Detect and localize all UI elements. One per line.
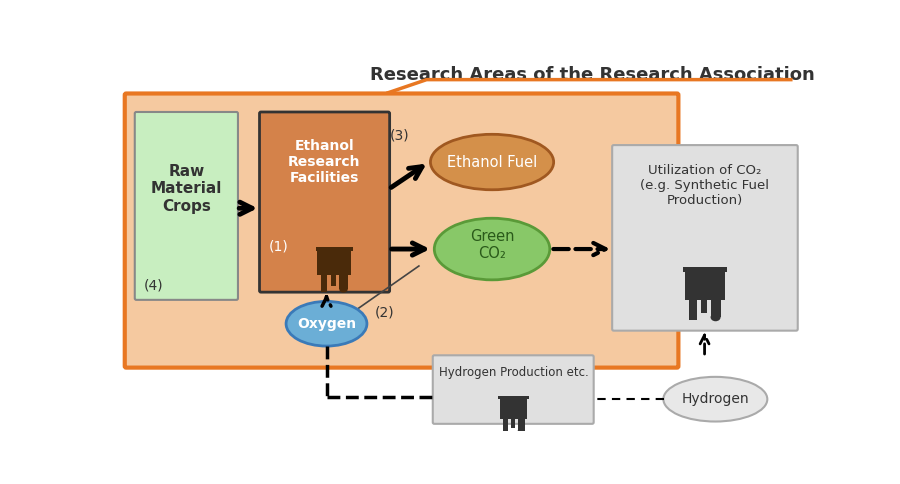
Text: Ethanol
Research
Facilities: Ethanol Research Facilities xyxy=(288,139,360,185)
FancyBboxPatch shape xyxy=(259,112,390,292)
FancyBboxPatch shape xyxy=(433,355,594,424)
Bar xyxy=(316,247,353,251)
Bar xyxy=(500,398,527,419)
Bar xyxy=(511,417,515,428)
Text: (1): (1) xyxy=(269,240,289,254)
Bar xyxy=(688,298,697,320)
Bar xyxy=(502,417,508,433)
Text: Research Areas of the Research Association: Research Areas of the Research Associati… xyxy=(370,66,814,84)
Ellipse shape xyxy=(286,302,367,346)
Text: (2): (2) xyxy=(375,305,394,319)
Ellipse shape xyxy=(430,134,554,190)
Text: Hydrogen Production etc.: Hydrogen Production etc. xyxy=(438,366,589,379)
Text: Utilization of CO₂
(e.g. Synthetic Fuel
Production): Utilization of CO₂ (e.g. Synthetic Fuel … xyxy=(640,164,770,207)
Ellipse shape xyxy=(663,377,768,422)
Bar xyxy=(711,287,721,318)
Bar xyxy=(682,267,726,272)
Bar xyxy=(700,298,706,313)
Bar xyxy=(499,396,529,399)
Bar xyxy=(318,249,351,275)
Text: Oxygen: Oxygen xyxy=(297,317,356,331)
Bar xyxy=(685,270,724,300)
Bar xyxy=(320,273,328,292)
Ellipse shape xyxy=(339,286,347,293)
Bar xyxy=(518,410,525,431)
Ellipse shape xyxy=(518,428,525,433)
Ellipse shape xyxy=(435,218,550,280)
Text: (4): (4) xyxy=(144,278,164,292)
Text: Ethanol Fuel: Ethanol Fuel xyxy=(447,154,537,169)
Text: (3): (3) xyxy=(390,128,410,142)
FancyBboxPatch shape xyxy=(125,93,679,368)
Text: Hydrogen: Hydrogen xyxy=(681,392,749,406)
Text: Green
CO₂: Green CO₂ xyxy=(470,229,514,261)
FancyBboxPatch shape xyxy=(135,112,238,300)
Bar xyxy=(339,264,347,289)
FancyBboxPatch shape xyxy=(612,145,797,331)
Text: Raw
Material
Crops: Raw Material Crops xyxy=(150,164,222,214)
Ellipse shape xyxy=(711,313,721,321)
Bar xyxy=(331,273,336,286)
